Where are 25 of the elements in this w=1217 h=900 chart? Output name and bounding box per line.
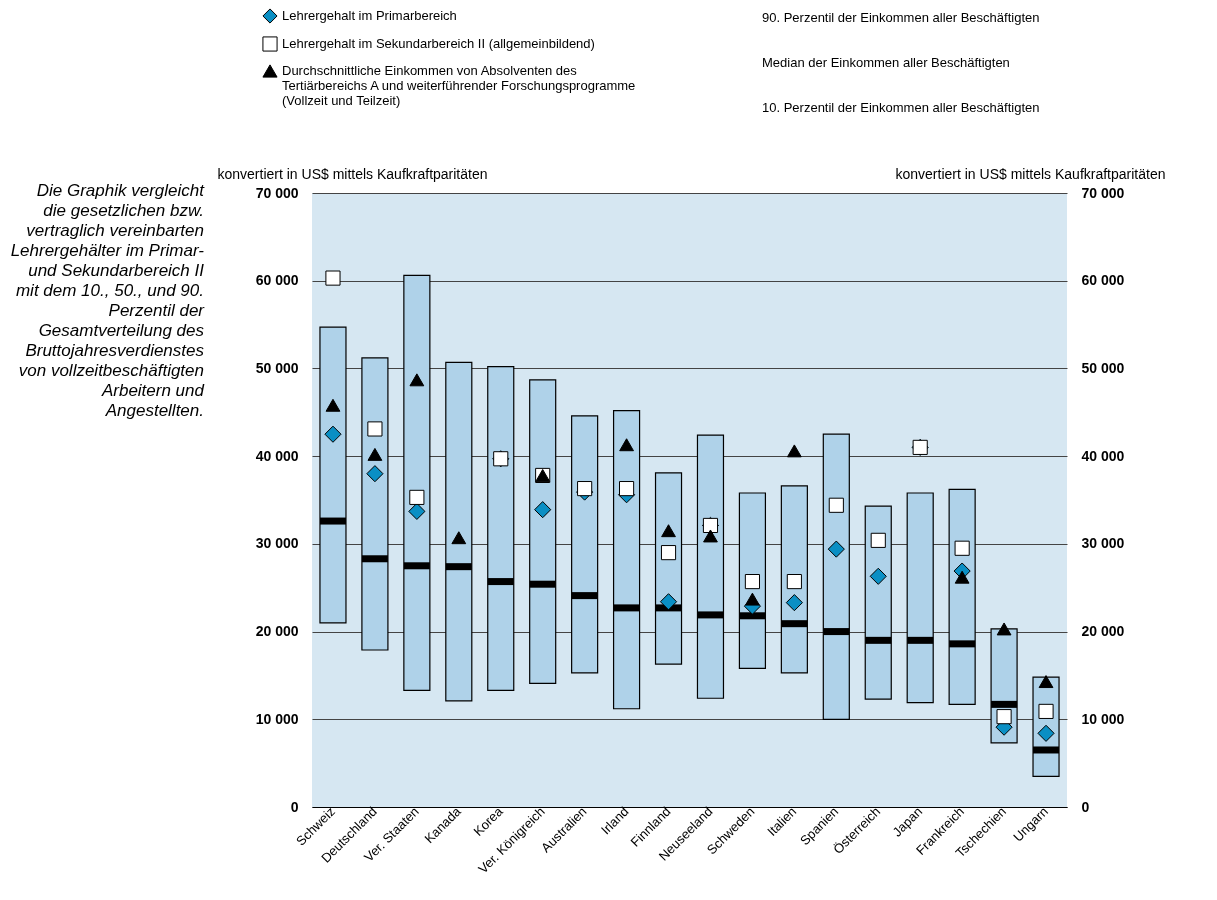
- y-tick-label: 10 000: [255, 710, 299, 727]
- y-tick-label: 70 000: [255, 184, 299, 201]
- y2-tick-label: 70 000: [1081, 184, 1125, 201]
- text: 90. Perzentil der Einkommen aller Beschäftigten: [762, 10, 1040, 25]
- y-tick-label: 40 000: [255, 447, 299, 464]
- y2-tick-label: 50 000: [1081, 359, 1125, 376]
- y2-tick-label: 60 000: [1081, 272, 1125, 289]
- text: Median der Einkommen aller Beschäftigten: [762, 55, 1010, 70]
- y2-tick-label: 30 000: [1081, 535, 1125, 552]
- text: Die Graphik vergleicht die gesetzlichen bzw. vertraglich vereinbarten Lehrergehälter im Primar- und Sekundarbereich II mit dem 10., 50., und 90. Perzentil der Gesamtverteilung des Bruttojahresverdienstes von vollzeitbeschäftigten Arbeitern und Angestellten.: [10, 181, 204, 420]
- legend-label: Lehrergehalt im Primarbereich: [282, 8, 457, 23]
- y-tick-label: 50 000: [255, 359, 299, 376]
- y-tick-label: 30 000: [255, 535, 299, 552]
- y-tick-label: 60 000: [255, 272, 299, 289]
- legend-label: Lehrergehalt im Sekundarbereich II (allgemeinbildend): [282, 36, 595, 51]
- y-tick-label: 0: [290, 798, 299, 815]
- text: 10. Perzentil der Einkommen aller Beschäftigten: [762, 100, 1040, 115]
- y2-tick-label: 20 000: [1081, 623, 1125, 640]
- y-axis-title: konvertiert in US$ mittels Kaufkraftparitäten: [217, 165, 488, 182]
- legend-label: Durchschnittliche Einkommen von Absolventen des Tertiärbereichs A und weiterführender Forschungsprogramme (Vollzeit und Teilzeit): [282, 63, 636, 108]
- y2-tick-label: 0: [1081, 798, 1090, 815]
- y-tick-label: 20 000: [255, 623, 299, 640]
- y2-tick-label: 10 000: [1081, 710, 1125, 727]
- y2-tick-label: 40 000: [1081, 447, 1125, 464]
- y2-axis-title: konvertiert in US$ mittels Kaufkraftparitäten: [895, 165, 1166, 182]
